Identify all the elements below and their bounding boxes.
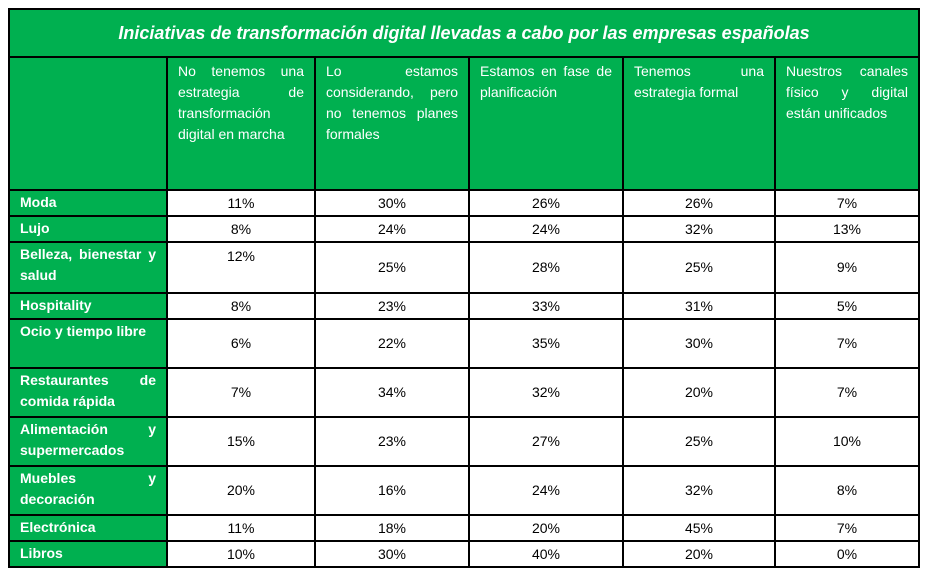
digital-transformation-table: Iniciativas de transformación digital ll… xyxy=(8,8,920,568)
table-cell: 10% xyxy=(774,416,920,467)
row-label: Electrónica xyxy=(8,514,168,542)
row-label: Ocio y tiempo libre xyxy=(8,318,168,369)
table-cell: 32% xyxy=(622,465,776,516)
row-label: Alimentación y supermercados xyxy=(8,416,168,467)
table-cell: 27% xyxy=(468,416,624,467)
row-label: Restaurantes de comida rápida xyxy=(8,367,168,418)
table-cell: 22% xyxy=(314,318,470,369)
table-row: Alimentación y supermercados 15% 23% 27%… xyxy=(8,416,920,467)
row-label: Hospitality xyxy=(8,292,168,320)
table-cell: 32% xyxy=(622,215,776,243)
table-cell: 7% xyxy=(774,189,920,217)
table-cell: 26% xyxy=(622,189,776,217)
table-cell: 23% xyxy=(314,292,470,320)
table-cell: 32% xyxy=(468,367,624,418)
table-cell: 20% xyxy=(622,367,776,418)
table-cell: 33% xyxy=(468,292,624,320)
table-cell: 23% xyxy=(314,416,470,467)
table-cell: 7% xyxy=(774,367,920,418)
table-cell: 9% xyxy=(774,241,920,294)
table-cell: 7% xyxy=(774,318,920,369)
table-row: Libros 10% 30% 40% 20% 0% xyxy=(8,540,920,568)
table-cell: 20% xyxy=(166,465,316,516)
table-row: Restaurantes de comida rápida 7% 34% 32%… xyxy=(8,367,920,418)
row-label: Libros xyxy=(8,540,168,568)
table-row: Electrónica 11% 18% 20% 45% 7% xyxy=(8,514,920,542)
column-header: Lo estamos considerando, pero no tenemos… xyxy=(314,56,470,191)
table-row: Muebles y decoración 20% 16% 24% 32% 8% xyxy=(8,465,920,516)
row-label: Belleza, bienestar y salud xyxy=(8,241,168,294)
table-cell: 24% xyxy=(314,215,470,243)
table-cell: 25% xyxy=(622,241,776,294)
table-cell: 28% xyxy=(468,241,624,294)
table-cell: 24% xyxy=(468,465,624,516)
table-cell: 0% xyxy=(774,540,920,568)
corner-cell xyxy=(8,56,168,191)
table-cell: 26% xyxy=(468,189,624,217)
table-cell: 6% xyxy=(166,318,316,369)
table-cell: 34% xyxy=(314,367,470,418)
table-cell: 12% xyxy=(166,241,316,294)
column-header: Estamos en fase de planificación xyxy=(468,56,624,191)
table-cell: 8% xyxy=(166,292,316,320)
table-row: Ocio y tiempo libre 6% 22% 35% 30% 7% xyxy=(8,318,920,369)
table-row: Hospitality 8% 23% 33% 31% 5% xyxy=(8,292,920,320)
column-header: Tenemos una estrategia formal xyxy=(622,56,776,191)
table-cell: 30% xyxy=(314,540,470,568)
table-cell: 20% xyxy=(622,540,776,568)
row-label: Muebles y decoración xyxy=(8,465,168,516)
table-cell: 5% xyxy=(774,292,920,320)
table-container: Iniciativas de transformación digital ll… xyxy=(8,8,920,568)
table-cell: 8% xyxy=(774,465,920,516)
table-cell: 7% xyxy=(774,514,920,542)
column-header-row: No tenemos una estrategia de transformac… xyxy=(8,56,920,191)
table-cell: 13% xyxy=(774,215,920,243)
table-cell: 11% xyxy=(166,514,316,542)
row-label: Lujo xyxy=(8,215,168,243)
table-cell: 45% xyxy=(622,514,776,542)
table-cell: 31% xyxy=(622,292,776,320)
table-row: Moda 11% 30% 26% 26% 7% xyxy=(8,189,920,217)
table-cell: 25% xyxy=(622,416,776,467)
table-row: Lujo 8% 24% 24% 32% 13% xyxy=(8,215,920,243)
table-cell: 30% xyxy=(622,318,776,369)
table-cell: 35% xyxy=(468,318,624,369)
table-cell: 10% xyxy=(166,540,316,568)
table-cell: 16% xyxy=(314,465,470,516)
table-cell: 11% xyxy=(166,189,316,217)
table-row: Belleza, bienestar y salud 12% 25% 28% 2… xyxy=(8,241,920,294)
table-cell: 25% xyxy=(314,241,470,294)
table-cell: 40% xyxy=(468,540,624,568)
table-cell: 24% xyxy=(468,215,624,243)
table-cell: 20% xyxy=(468,514,624,542)
column-header: No tenemos una estrategia de transformac… xyxy=(166,56,316,191)
row-label: Moda xyxy=(8,189,168,217)
table-cell: 7% xyxy=(166,367,316,418)
table-cell: 30% xyxy=(314,189,470,217)
table-cell: 15% xyxy=(166,416,316,467)
table-cell: 18% xyxy=(314,514,470,542)
column-header: Nuestros canales físico y digital están … xyxy=(774,56,920,191)
table-title: Iniciativas de transformación digital ll… xyxy=(8,8,920,58)
table-cell: 8% xyxy=(166,215,316,243)
